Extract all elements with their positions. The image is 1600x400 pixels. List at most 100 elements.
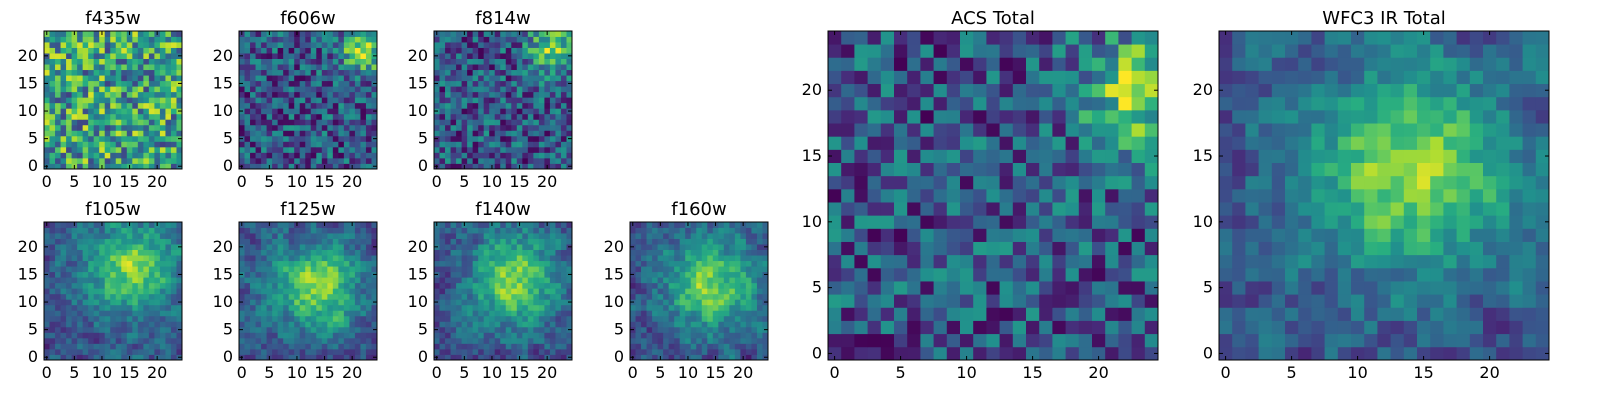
heatmap-cell: [756, 288, 763, 295]
heatmap-cell: [299, 108, 306, 115]
heatmap-cell: [973, 215, 987, 229]
heatmap-cell: [894, 202, 908, 216]
heatmap-cell: [560, 326, 567, 333]
heatmap-cell: [456, 277, 462, 284]
heatmap-cell: [305, 227, 312, 234]
heatmap-cell: [55, 321, 61, 328]
heatmap-cell: [461, 348, 468, 355]
heatmap-cell: [522, 91, 529, 98]
heatmap-cell: [489, 69, 496, 76]
heatmap-cell: [288, 58, 295, 65]
heatmap-cell: [439, 102, 446, 109]
heatmap-cell: [104, 91, 111, 98]
heatmap-cell: [467, 36, 474, 43]
heatmap-cell: [159, 321, 166, 328]
heatmap-cell: [170, 238, 177, 245]
heatmap-cell: [907, 333, 921, 348]
heatmap-cell: [349, 146, 356, 153]
heatmap-cell: [316, 64, 323, 71]
heatmap-cell: [439, 304, 446, 311]
heatmap-cell: [327, 124, 334, 131]
heatmap-cell: [641, 332, 647, 339]
heatmap-cell: [93, 348, 100, 355]
heatmap-cell: [255, 69, 262, 76]
heatmap-cell: [288, 326, 295, 333]
heatmap-cell: [310, 113, 317, 120]
heatmap-cell: [663, 348, 670, 355]
heatmap-cell: [566, 102, 573, 109]
heatmap-cell: [250, 244, 256, 250]
heatmap-cell: [283, 53, 290, 59]
heatmap-cell: [511, 288, 518, 295]
heatmap-cell: [701, 249, 708, 256]
heatmap-cell: [60, 227, 67, 234]
heatmap-cell: [343, 260, 350, 267]
heatmap-cell: [126, 321, 133, 328]
heatmap-cell: [1105, 320, 1119, 335]
heatmap-cell: [1012, 202, 1027, 216]
heatmap-cell: [690, 354, 697, 361]
heatmap-cell: [327, 332, 334, 339]
heatmap-cell: [751, 337, 758, 344]
heatmap-cell: [439, 321, 446, 328]
heatmap-cell: [920, 241, 934, 256]
heatmap-cell: [566, 157, 573, 164]
heatmap-cell: [707, 332, 714, 339]
heatmap-cell: [555, 249, 562, 256]
heatmap-cell: [159, 277, 166, 284]
heatmap-cell: [71, 337, 78, 344]
heatmap-cell: [986, 307, 1000, 321]
heatmap-cell: [82, 293, 89, 300]
heatmap-cell: [77, 348, 84, 355]
heatmap-cell: [751, 293, 758, 300]
heatmap-cell: [170, 277, 177, 284]
heatmap-cell: [483, 64, 490, 71]
heatmap-cell: [44, 75, 50, 82]
heatmap-cell: [920, 162, 934, 177]
heatmap-cell: [560, 249, 567, 256]
heatmap-cell: [549, 315, 556, 322]
heatmap-cell: [533, 288, 540, 295]
heatmap-cell: [77, 277, 84, 284]
heatmap-cell: [170, 266, 177, 273]
heatmap-cell: [159, 222, 166, 228]
heatmap-cell: [277, 130, 284, 137]
heatmap-cell: [110, 31, 117, 37]
heatmap-cell: [170, 146, 177, 153]
heatmap-cell: [159, 255, 166, 262]
heatmap-cell: [154, 343, 161, 350]
heatmap-cell: [49, 249, 56, 256]
heatmap-cell: [696, 288, 703, 295]
heatmap-cell: [272, 53, 279, 59]
heatmap-cell: [527, 233, 534, 239]
y-tick-label: 0: [223, 156, 233, 175]
heatmap-cell: [920, 202, 934, 216]
heatmap-cell: [461, 69, 468, 76]
heatmap-cell: [126, 255, 133, 262]
heatmap-cell: [44, 102, 50, 109]
heatmap-cell: [148, 36, 155, 43]
heatmap-cell: [349, 113, 356, 120]
heatmap-cell: [288, 299, 295, 306]
heatmap-cell: [66, 135, 72, 142]
heatmap-cell: [299, 135, 306, 142]
heatmap-cell: [483, 249, 490, 256]
heatmap-cell: [165, 321, 172, 328]
heatmap-cell: [522, 47, 529, 54]
heatmap-cell: [566, 343, 573, 350]
heatmap-cell: [867, 215, 882, 229]
heatmap-cell: [696, 271, 703, 278]
heatmap-cell: [707, 277, 714, 284]
heatmap-cell: [255, 266, 262, 273]
heatmap-cell: [762, 315, 769, 322]
heatmap-cell: [121, 315, 128, 322]
heatmap-cell: [115, 288, 122, 295]
heatmap-cell: [646, 238, 653, 245]
heatmap-cell: [165, 277, 172, 284]
heatmap-cell: [71, 260, 78, 267]
heatmap-cell: [327, 108, 334, 115]
heatmap-cell: [176, 222, 183, 228]
heatmap-cell: [110, 337, 117, 344]
heatmap-cell: [82, 310, 89, 317]
heatmap-cell: [272, 260, 279, 267]
